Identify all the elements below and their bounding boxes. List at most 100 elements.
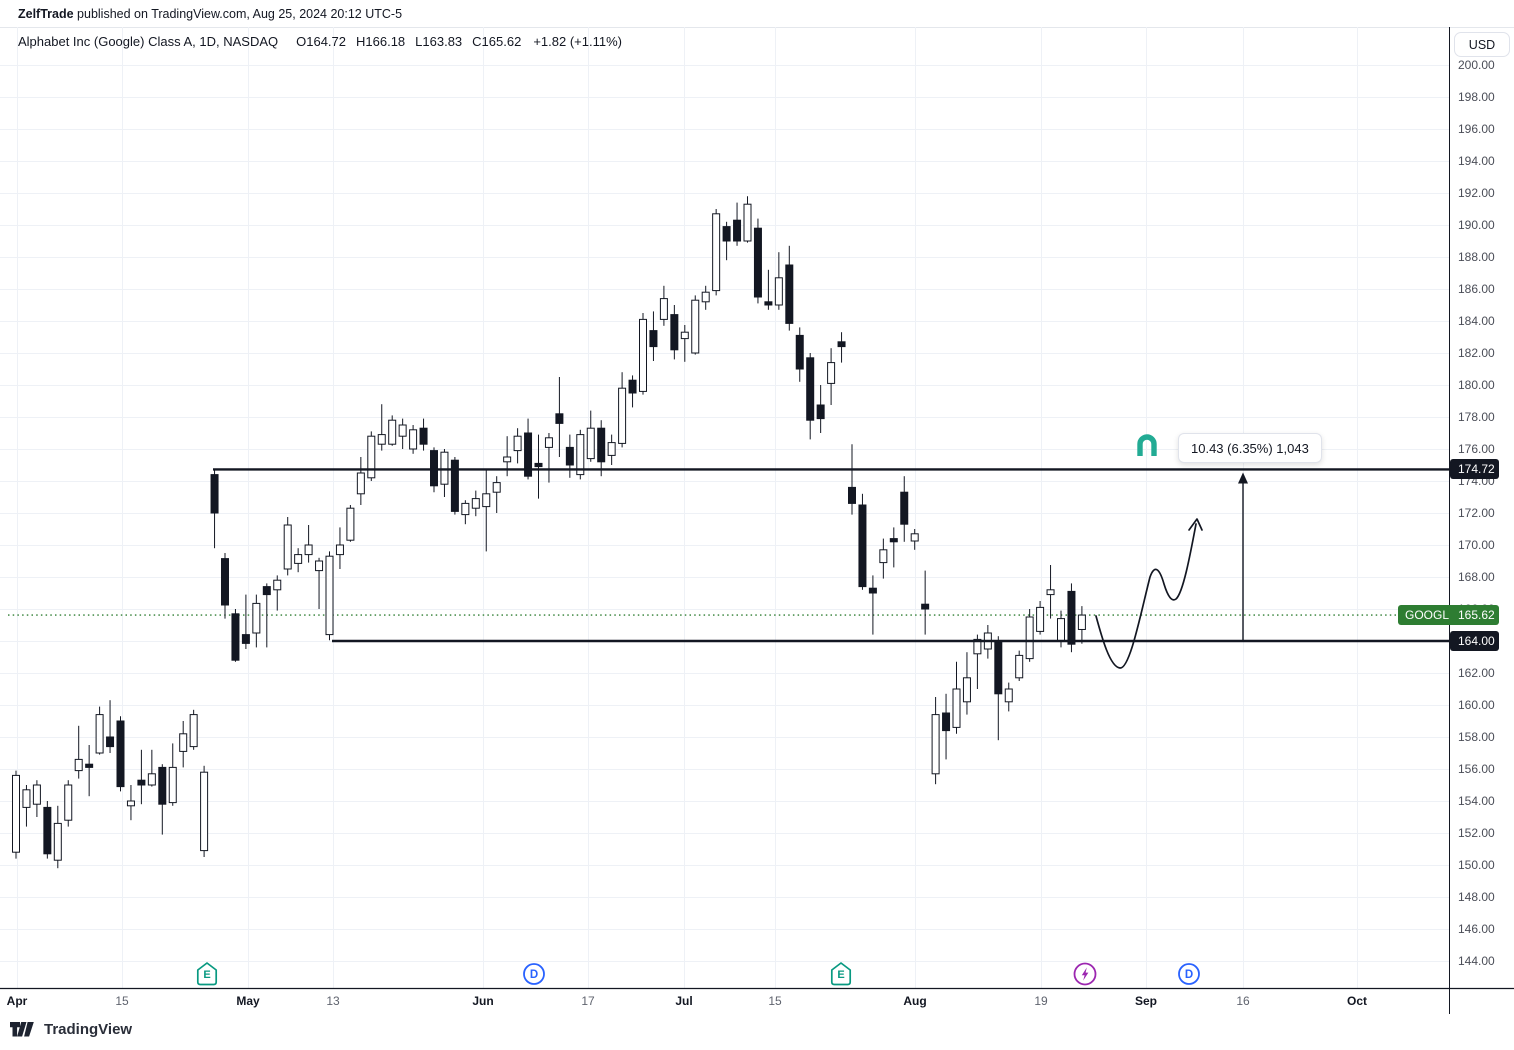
candle	[753, 218, 762, 304]
line-price-badge: 164.00	[1450, 631, 1499, 651]
candle	[179, 721, 188, 768]
candle	[565, 434, 574, 478]
candle	[283, 517, 292, 576]
candle-body-up	[74, 758, 83, 772]
candle	[743, 196, 752, 243]
candle-body-up	[273, 579, 282, 591]
candle-body-up	[1077, 614, 1086, 630]
candle	[607, 434, 616, 465]
dividend-marker-icon[interactable]: D	[1178, 963, 1200, 985]
candle	[43, 801, 52, 859]
tradingview-logo-text: TradingView	[44, 1021, 133, 1038]
candle-body-down	[534, 462, 543, 468]
candle-body-down	[858, 504, 867, 588]
dividend-marker-icon[interactable]: D	[523, 963, 545, 985]
candle	[346, 505, 355, 542]
candle-body-up	[618, 387, 627, 444]
candle-body-up	[388, 419, 397, 445]
candle-body-up	[367, 435, 376, 479]
candle	[1004, 682, 1013, 712]
candle	[32, 780, 41, 817]
earnings-letter: E	[837, 969, 844, 981]
candle	[22, 785, 31, 827]
time-tick-day-label: 17	[581, 994, 595, 1008]
earnings-letter: E	[203, 969, 210, 981]
time-tick-month-label: Sep	[1134, 994, 1157, 1008]
candle	[367, 431, 376, 481]
candle	[147, 749, 156, 787]
candle-body-down	[43, 806, 52, 855]
candle	[994, 636, 1003, 741]
candle	[273, 575, 282, 611]
candle-body-up	[576, 434, 585, 476]
time-tick-month-label: Jun	[472, 994, 494, 1008]
candle	[1025, 609, 1034, 662]
tradingview-footer-logo[interactable]: TradingView	[10, 1021, 132, 1038]
candle-body-up	[189, 714, 198, 748]
candle-body-up	[315, 560, 324, 572]
candle	[168, 743, 177, 806]
attribution-bar: ZelfTrade published on TradingView.com, …	[18, 0, 402, 27]
candle-body-up	[691, 299, 700, 354]
candle	[53, 805, 62, 869]
price-tick-label: 186.00	[1458, 282, 1495, 296]
time-tick-month-label: Oct	[1346, 994, 1367, 1008]
price-tick-label: 148.00	[1458, 890, 1495, 904]
candle-body-down	[816, 404, 825, 420]
candle	[106, 700, 115, 753]
last-price-badge: 165.62	[1450, 605, 1499, 626]
candle	[388, 415, 397, 446]
freehand-projection-arrow[interactable]	[1095, 523, 1197, 669]
candle-body-down	[565, 446, 574, 466]
candle-body-down	[85, 763, 94, 768]
candle-body-up	[409, 429, 418, 450]
time-tick-month-label: Aug	[903, 994, 927, 1008]
price-tick-label: 160.00	[1458, 698, 1495, 712]
candle	[325, 551, 334, 641]
candle	[921, 570, 930, 635]
price-tick-label: 192.00	[1458, 186, 1495, 200]
candle-body-up	[168, 766, 177, 804]
candle-body-up	[743, 203, 752, 242]
price-tick-label: 170.00	[1458, 538, 1495, 552]
earnings-marker-icon[interactable]: E	[830, 962, 852, 986]
candle-body-up	[827, 362, 836, 384]
price-tick-label: 158.00	[1458, 730, 1495, 744]
currency-toggle-button[interactable]: USD	[1454, 32, 1510, 57]
candle	[513, 428, 522, 464]
candle-body-up	[586, 427, 595, 460]
symbol-ohlc-header[interactable]: Alphabet Inc (Google) Class A, 1D, NASDA…	[18, 34, 622, 49]
candle	[952, 661, 961, 734]
candle-body-up	[95, 714, 104, 754]
candle	[618, 372, 627, 448]
candle	[262, 583, 271, 648]
candle	[837, 332, 846, 363]
candle-body-up	[962, 677, 971, 703]
price-tick-label: 176.00	[1458, 442, 1495, 456]
candle-body-up	[22, 789, 31, 808]
earnings-marker-icon[interactable]: E	[196, 962, 218, 986]
candle-body-up	[544, 437, 553, 448]
candle-body-up	[503, 456, 512, 463]
candle	[482, 469, 491, 552]
candle	[701, 285, 710, 310]
candle	[816, 385, 825, 433]
symbol-title[interactable]: Alphabet Inc (Google) Class A, 1D, NASDA…	[18, 34, 279, 49]
candle-body-down	[158, 766, 167, 805]
candle-body-down	[1067, 590, 1076, 645]
candle	[962, 652, 971, 715]
candle-body-up	[680, 331, 689, 340]
candle-body-down	[116, 720, 125, 788]
candle	[586, 410, 595, 462]
candle-body-up	[200, 771, 209, 852]
candle	[461, 500, 470, 525]
candle-body-up	[1015, 654, 1024, 679]
candle	[231, 609, 240, 662]
earnings-tag-shape	[830, 962, 852, 986]
candle	[440, 449, 449, 497]
time-tick-day-label: 15	[115, 994, 129, 1008]
flash-marker-icon[interactable]	[1073, 962, 1097, 986]
measurement-tooltip: 10.43 (6.35%) 1,043	[1178, 433, 1322, 463]
magnet-icon[interactable]	[1133, 432, 1161, 460]
